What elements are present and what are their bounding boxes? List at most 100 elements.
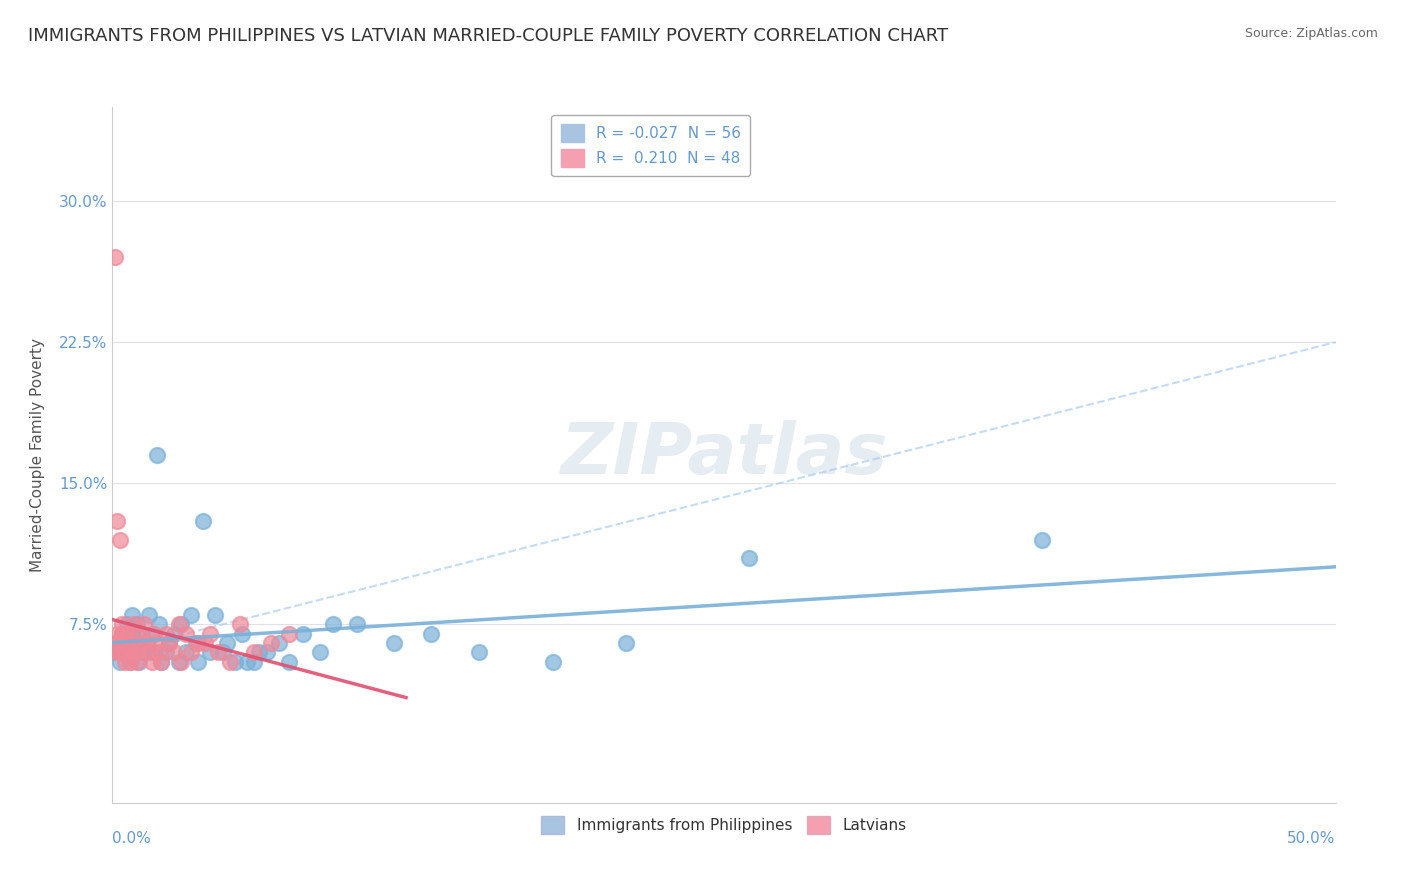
Point	[194, 636, 217, 650]
Point	[260, 636, 283, 650]
Point	[121, 636, 143, 650]
Point	[170, 655, 193, 669]
Point	[108, 533, 131, 547]
Point	[191, 514, 214, 528]
Point	[145, 448, 167, 462]
Point	[135, 636, 157, 650]
Point	[125, 626, 148, 640]
Point	[108, 645, 131, 659]
Point	[134, 645, 156, 659]
Point	[180, 607, 202, 622]
Point	[141, 655, 163, 669]
Point	[267, 636, 290, 650]
Point	[143, 645, 166, 659]
Point	[737, 551, 759, 566]
Point	[143, 626, 166, 640]
Point	[614, 636, 637, 650]
Point	[187, 655, 209, 669]
Point	[114, 645, 136, 659]
Point	[128, 655, 150, 669]
Point	[118, 636, 141, 650]
Point	[150, 655, 173, 669]
Point	[157, 636, 180, 650]
Point	[174, 645, 197, 659]
Point	[118, 645, 141, 659]
Point	[111, 626, 134, 640]
Point	[219, 655, 242, 669]
Point	[231, 626, 253, 640]
Point	[104, 251, 127, 265]
Point	[105, 514, 128, 528]
Point	[101, 645, 124, 659]
Point	[163, 626, 186, 640]
Point	[170, 617, 193, 632]
Point	[167, 655, 190, 669]
Point	[224, 655, 246, 669]
Point	[346, 617, 368, 632]
Legend: Immigrants from Philippines, Latvians: Immigrants from Philippines, Latvians	[536, 810, 912, 840]
Point	[138, 645, 160, 659]
Point	[111, 626, 134, 640]
Point	[200, 645, 222, 659]
Point	[256, 645, 278, 659]
Point	[125, 636, 148, 650]
Point	[115, 617, 138, 632]
Point	[200, 626, 222, 640]
Point	[118, 655, 141, 669]
Point	[541, 655, 564, 669]
Point	[105, 636, 128, 650]
Point	[135, 636, 157, 650]
Point	[163, 645, 186, 659]
Point	[124, 645, 146, 659]
Point	[138, 607, 160, 622]
Point	[247, 645, 270, 659]
Point	[145, 636, 167, 650]
Point	[101, 645, 124, 659]
Point	[114, 645, 136, 659]
Point	[468, 645, 491, 659]
Point	[167, 617, 190, 632]
Point	[174, 626, 197, 640]
Text: ZIPatlas: ZIPatlas	[561, 420, 887, 490]
Point	[105, 626, 128, 640]
Point	[141, 626, 163, 640]
Point	[125, 655, 148, 669]
Point	[207, 645, 229, 659]
Point	[148, 617, 170, 632]
Text: IMMIGRANTS FROM PHILIPPINES VS LATVIAN MARRIED-COUPLE FAMILY POVERTY CORRELATION: IMMIGRANTS FROM PHILIPPINES VS LATVIAN M…	[28, 27, 948, 45]
Point	[131, 626, 153, 640]
Point	[118, 655, 141, 669]
Point	[108, 655, 131, 669]
Point	[217, 636, 239, 650]
Point	[108, 636, 131, 650]
Point	[180, 645, 202, 659]
Point	[155, 626, 177, 640]
Point	[204, 607, 226, 622]
Text: 0.0%: 0.0%	[112, 830, 152, 846]
Point	[125, 617, 148, 632]
Point	[155, 645, 177, 659]
Point	[121, 645, 143, 659]
Point	[228, 617, 250, 632]
Point	[148, 645, 170, 659]
Point	[243, 655, 266, 669]
Point	[121, 626, 143, 640]
Point	[114, 655, 136, 669]
Point	[157, 636, 180, 650]
Point	[128, 645, 150, 659]
Point	[211, 645, 233, 659]
Text: Source: ZipAtlas.com: Source: ZipAtlas.com	[1244, 27, 1378, 40]
Y-axis label: Married-Couple Family Poverty: Married-Couple Family Poverty	[31, 338, 45, 572]
Point	[184, 636, 207, 650]
Point	[419, 626, 441, 640]
Point	[277, 655, 299, 669]
Point	[277, 626, 299, 640]
Point	[187, 636, 209, 650]
Point	[134, 617, 156, 632]
Point	[121, 607, 143, 622]
Point	[111, 617, 134, 632]
Point	[236, 655, 259, 669]
Point	[115, 636, 138, 650]
Text: 50.0%: 50.0%	[1288, 830, 1336, 846]
Point	[1031, 533, 1053, 547]
